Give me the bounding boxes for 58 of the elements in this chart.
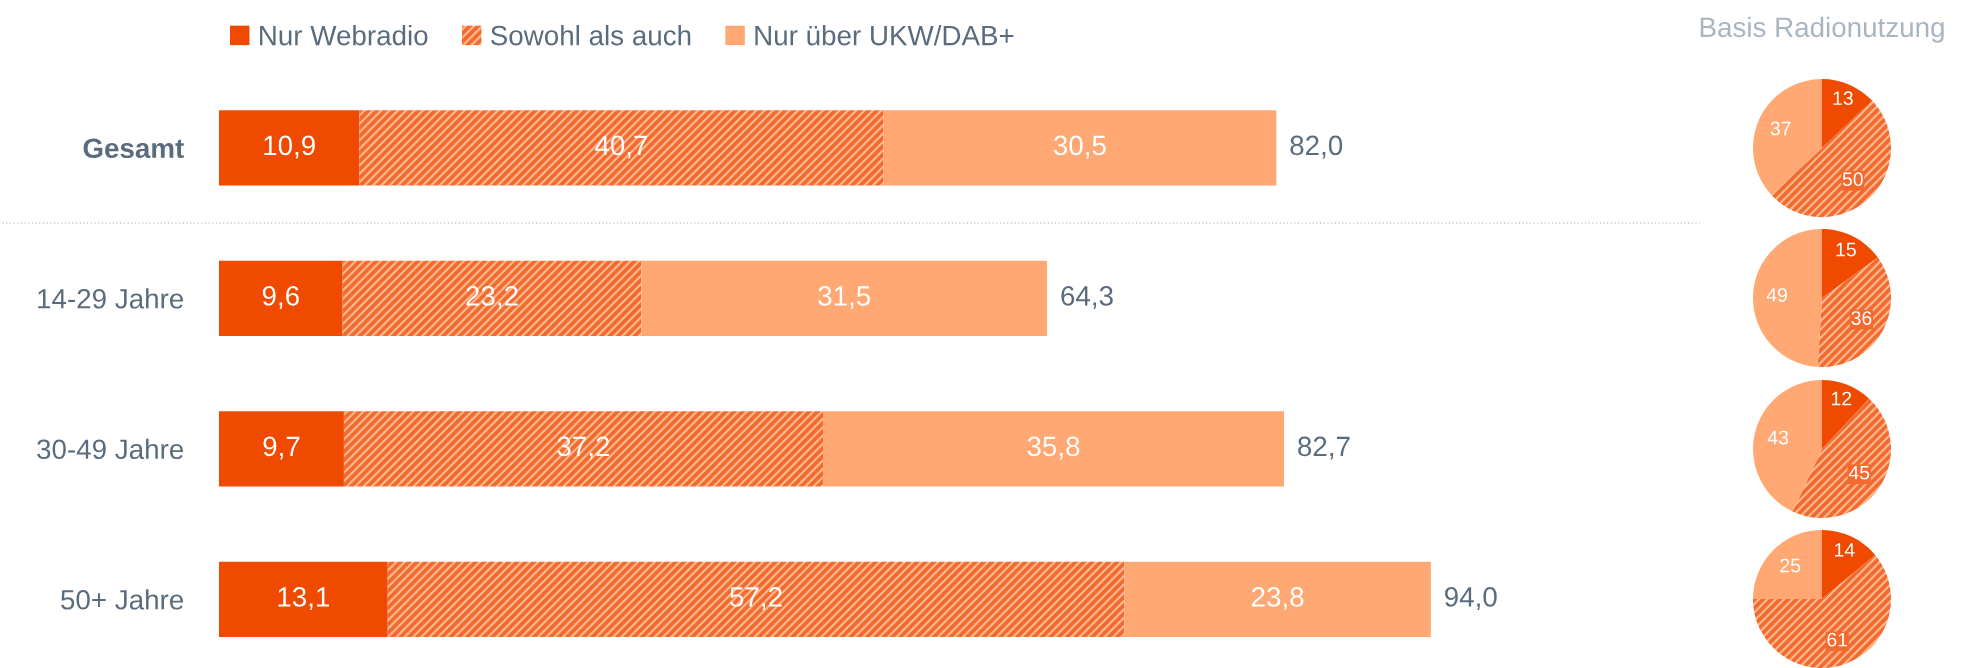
data-label: 36 xyxy=(1851,311,1872,325)
data-label: 12 xyxy=(1832,391,1852,406)
bar xyxy=(219,561,388,637)
total-label: 64,3 xyxy=(1061,286,1113,310)
data-label: 25 xyxy=(1780,558,1801,573)
pie-slice xyxy=(1822,530,1876,599)
data-label: 9,6 xyxy=(262,286,299,310)
bar xyxy=(219,110,360,186)
pie-slice xyxy=(1753,530,1822,599)
data-label: 40,7 xyxy=(595,135,648,159)
data-label: 37 xyxy=(1770,121,1791,136)
data-label: 30,5 xyxy=(1053,135,1106,159)
total-label: 82,7 xyxy=(1298,436,1350,460)
data-label: 23,8 xyxy=(1251,587,1304,611)
bar xyxy=(219,260,343,336)
bar xyxy=(359,110,884,186)
data-label: 35,8 xyxy=(1027,436,1080,460)
data-label: 9,7 xyxy=(263,436,300,460)
bar xyxy=(822,411,1285,487)
chart-title: Basis Radionutzung xyxy=(1700,16,1944,43)
total-label: 94,0 xyxy=(1445,587,1497,611)
pie-slice xyxy=(1753,380,1822,512)
data-label: 13 xyxy=(1833,91,1853,106)
bar xyxy=(219,411,344,487)
data-label: 37,2 xyxy=(557,436,610,460)
total-label: 82,0 xyxy=(1290,135,1343,159)
data-label: 50 xyxy=(1842,172,1863,187)
legend-label: Sowohl als auch xyxy=(491,25,691,46)
data-label: 13,1 xyxy=(278,587,330,611)
pie-slice xyxy=(1753,229,1822,367)
y-tick-label: Gesamt xyxy=(83,138,184,159)
legend-label: Nur über UKW/DAB+ xyxy=(755,25,1014,46)
pie-slice xyxy=(1822,380,1870,449)
pie-slice xyxy=(1753,79,1822,196)
data-label: 10,9 xyxy=(264,135,315,159)
bar xyxy=(387,561,1125,637)
pie-slice xyxy=(1753,555,1891,668)
pie-slice xyxy=(1817,257,1891,367)
y-tick-label: 30-49 Jahre xyxy=(37,438,184,460)
pie-slice xyxy=(1822,79,1873,148)
y-tick-label: 14-29 Jahre xyxy=(38,288,184,309)
data-label: 43 xyxy=(1767,430,1789,445)
bar xyxy=(343,411,823,487)
data-label: 49 xyxy=(1766,288,1787,302)
bar xyxy=(1124,561,1431,637)
y-tick-label: 50+ Jahre xyxy=(61,589,184,610)
data-label: 61 xyxy=(1827,632,1848,647)
data-label: 57,2 xyxy=(730,587,782,611)
data-label: 15 xyxy=(1836,242,1856,257)
data-label: 23,2 xyxy=(466,286,518,310)
data-label: 14 xyxy=(1835,543,1855,557)
pie-slice xyxy=(1822,229,1878,298)
bar xyxy=(641,260,1048,336)
bar xyxy=(883,110,1277,186)
legend-label: Nur Webradio xyxy=(260,25,428,46)
data-label: 45 xyxy=(1848,465,1870,480)
bar xyxy=(342,260,642,336)
data-label: 31,5 xyxy=(818,286,871,310)
